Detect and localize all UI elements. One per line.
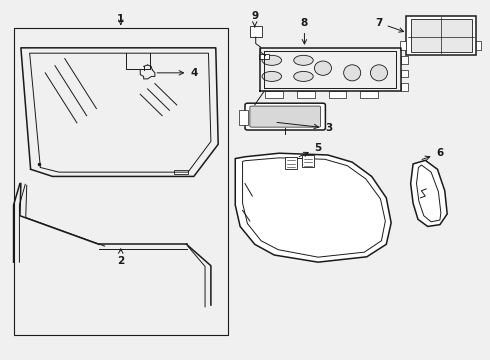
Text: 2: 2 <box>117 249 124 266</box>
Bar <box>329 91 346 98</box>
Ellipse shape <box>262 55 282 65</box>
Bar <box>401 83 408 91</box>
Polygon shape <box>235 153 391 262</box>
Bar <box>401 57 408 64</box>
Bar <box>406 16 476 55</box>
Text: 8: 8 <box>301 18 308 44</box>
Ellipse shape <box>294 71 313 81</box>
Bar <box>297 91 315 98</box>
Bar <box>411 18 471 52</box>
Bar <box>476 41 481 50</box>
Bar <box>400 41 406 50</box>
Bar <box>259 54 270 59</box>
Text: 1: 1 <box>117 14 124 24</box>
Bar <box>286 157 297 169</box>
Text: 7: 7 <box>375 18 404 32</box>
Bar <box>401 69 408 77</box>
Bar <box>174 170 188 174</box>
Text: 3: 3 <box>277 122 332 133</box>
FancyBboxPatch shape <box>250 106 320 127</box>
Text: 4: 4 <box>157 68 197 78</box>
Bar <box>361 91 378 98</box>
Bar <box>14 28 228 336</box>
Bar <box>239 111 248 125</box>
Text: 9: 9 <box>251 12 258 27</box>
Bar <box>266 91 283 98</box>
Bar <box>302 155 314 167</box>
Ellipse shape <box>262 71 282 81</box>
Bar <box>250 26 262 37</box>
FancyBboxPatch shape <box>245 103 325 130</box>
Ellipse shape <box>294 55 313 65</box>
Polygon shape <box>411 160 447 226</box>
Ellipse shape <box>343 65 361 81</box>
Text: 6: 6 <box>422 148 443 160</box>
Text: 5: 5 <box>299 143 322 157</box>
Ellipse shape <box>315 61 331 75</box>
Ellipse shape <box>370 65 388 81</box>
